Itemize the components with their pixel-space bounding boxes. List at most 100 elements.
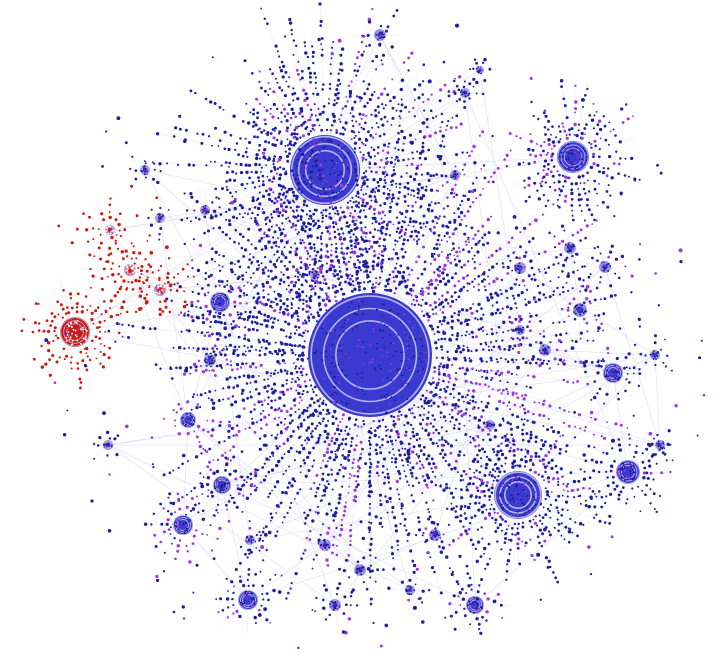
node — [338, 283, 341, 287]
node — [570, 182, 574, 186]
node — [374, 109, 377, 112]
node — [311, 170, 314, 173]
node — [346, 184, 349, 186]
node — [559, 156, 562, 158]
node — [569, 517, 572, 521]
node — [388, 309, 391, 312]
node — [331, 415, 335, 419]
node — [233, 240, 236, 244]
node — [265, 164, 267, 167]
node — [377, 222, 381, 226]
node — [358, 137, 362, 141]
node — [408, 220, 412, 224]
node — [464, 194, 467, 197]
node — [418, 130, 422, 133]
node — [231, 195, 234, 198]
node — [222, 398, 225, 401]
node — [344, 352, 347, 355]
node — [347, 260, 350, 263]
node — [552, 571, 555, 574]
node — [389, 383, 391, 386]
node — [398, 115, 401, 118]
node — [380, 348, 383, 351]
node — [324, 254, 328, 258]
node — [389, 487, 392, 490]
node — [295, 137, 299, 141]
node — [223, 130, 227, 134]
node — [316, 486, 320, 490]
node — [580, 163, 583, 166]
node — [260, 7, 262, 10]
node — [275, 224, 279, 227]
node — [593, 516, 596, 519]
node — [266, 319, 270, 323]
node — [316, 153, 318, 156]
node — [375, 452, 379, 456]
node — [547, 417, 550, 421]
node — [390, 552, 395, 556]
node — [288, 21, 293, 25]
node — [374, 198, 377, 201]
node — [327, 502, 331, 506]
node — [334, 231, 336, 234]
node — [494, 521, 497, 524]
node — [278, 86, 281, 89]
node — [343, 215, 347, 219]
node — [370, 286, 374, 290]
node — [320, 43, 322, 46]
node — [263, 318, 267, 323]
node — [275, 259, 278, 262]
node — [266, 314, 270, 319]
node — [337, 363, 340, 366]
node — [259, 323, 262, 326]
node — [295, 197, 298, 201]
node — [529, 314, 533, 318]
node — [250, 320, 254, 324]
node — [276, 360, 280, 364]
node — [608, 522, 611, 525]
node — [208, 390, 212, 394]
node — [561, 155, 564, 158]
node — [324, 350, 327, 353]
node — [399, 440, 403, 444]
node — [562, 290, 565, 294]
node — [212, 227, 215, 230]
node — [342, 232, 345, 235]
node — [522, 397, 526, 401]
node — [272, 210, 276, 214]
node — [300, 209, 303, 212]
node — [459, 204, 462, 207]
node — [410, 357, 413, 360]
node — [304, 384, 308, 388]
node — [327, 460, 329, 462]
node — [484, 466, 488, 470]
node — [444, 389, 448, 393]
node — [350, 159, 353, 162]
node — [371, 7, 374, 11]
edge — [109, 229, 126, 259]
node — [265, 280, 269, 285]
node — [577, 193, 581, 197]
node — [269, 87, 272, 90]
node — [277, 183, 281, 187]
node — [556, 286, 559, 290]
node — [548, 295, 552, 299]
node — [153, 162, 156, 165]
node — [427, 462, 431, 466]
node — [290, 226, 293, 229]
node — [527, 300, 531, 304]
node — [363, 393, 366, 396]
node — [323, 303, 328, 307]
node — [374, 369, 377, 371]
node — [320, 238, 323, 241]
node — [542, 414, 546, 418]
node — [471, 201, 475, 204]
node — [632, 115, 634, 117]
node — [415, 240, 419, 243]
node — [568, 128, 571, 132]
node — [266, 175, 269, 178]
edge — [324, 156, 574, 546]
node — [224, 161, 228, 164]
node — [306, 456, 309, 459]
node — [549, 503, 553, 506]
